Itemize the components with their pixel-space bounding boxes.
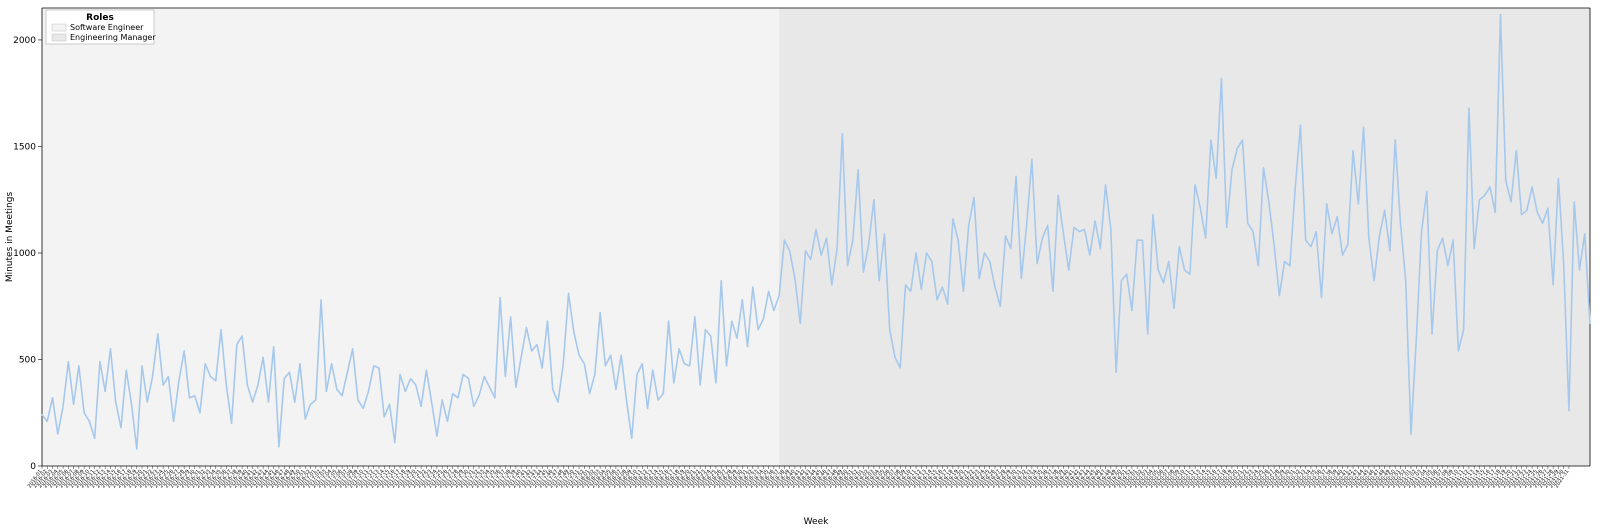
x-axis-label: Week [804, 517, 829, 527]
y-tick-label: 500 [19, 355, 36, 365]
legend: RolesSoftware EngineerEngineering Manage… [46, 10, 156, 44]
y-tick-label: 1000 [13, 249, 36, 259]
region-software-engineer [42, 8, 779, 466]
y-tick-label: 1500 [13, 142, 36, 152]
y-tick-label: 0 [30, 462, 36, 472]
legend-title: Roles [86, 13, 114, 23]
y-tick-label: 2000 [13, 36, 36, 46]
meetings-line-chart: 05001000150020002016-012016-022016-03201… [0, 0, 1600, 530]
legend-item-label: Engineering Manager [70, 33, 156, 42]
legend-swatch [52, 24, 66, 31]
legend-swatch [52, 34, 66, 41]
y-axis-label: Minutes in Meetings [5, 192, 15, 283]
legend-item-label: Software Engineer [70, 23, 144, 32]
region-engineering-manager [779, 8, 1590, 466]
